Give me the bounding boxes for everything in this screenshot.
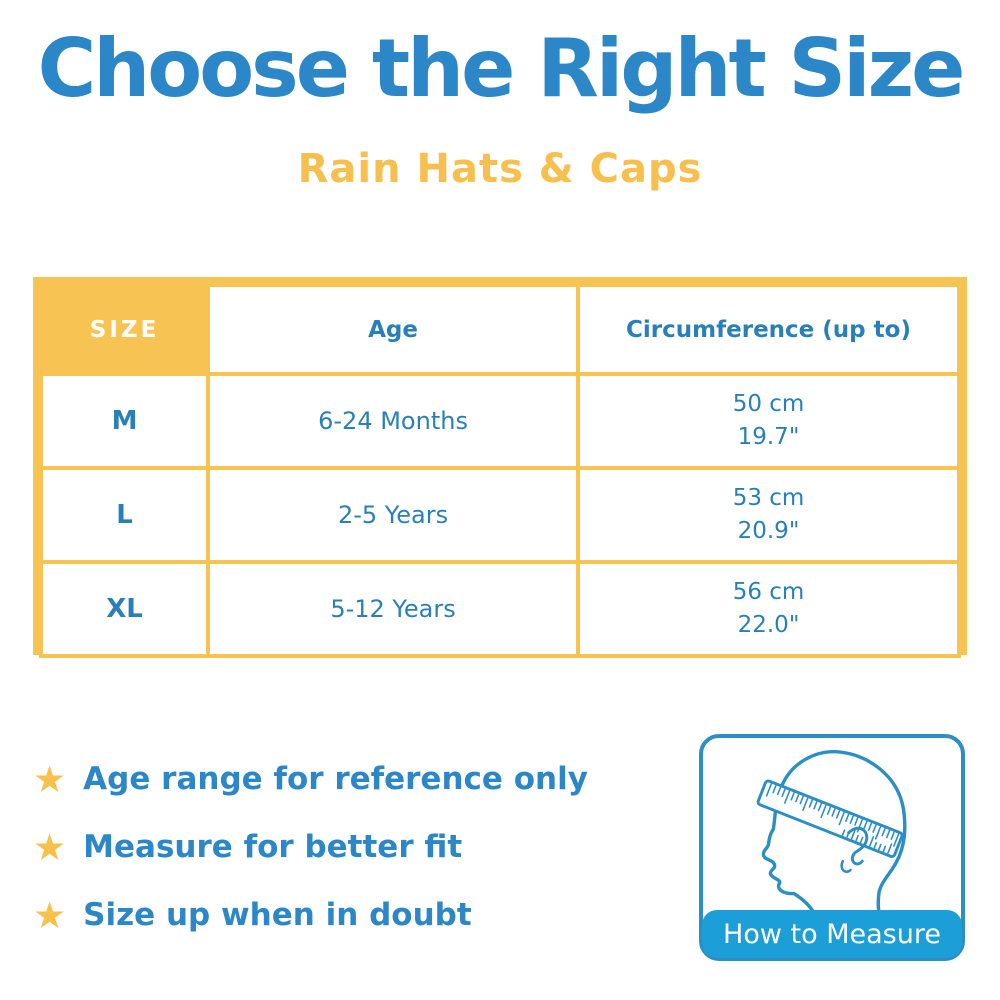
age-value: 6-24 Months [206,372,581,470]
circumference-cm: 50 cm [732,390,805,417]
circumference-value: 56 cm 22.0" [576,560,961,658]
table-row-l: L 2-5 Years 53 cm 20.9" [38,466,961,564]
circumference-cm: 56 cm [732,578,805,605]
size-value: L [38,466,211,564]
how-to-measure-label: How to Measure [702,910,962,958]
star-icon: ★ [33,757,67,801]
how-to-measure-panel: How to Measure [699,734,965,961]
note-text: Measure for better fit [83,829,463,865]
table-row-m: M 6-24 Months 50 cm 19.7" [38,372,961,470]
circumference-value: 50 cm 19.7" [576,372,961,470]
circumference-inches: 22.0" [737,612,800,638]
note-text: Age range for reference only [83,761,588,797]
column-header-circumference: Circumference (up to) [576,283,961,376]
page-subtitle: Rain Hats & Caps [297,146,703,192]
circumference-inches: 20.9" [737,518,800,544]
circumference-inches: 19.7" [737,424,800,450]
size-chart-frame: SIZE Age Circumference (up to) M 6-24 Mo… [33,277,967,658]
table-header-row: SIZE Age Circumference (up to) [38,283,961,376]
note-item: ★ Age range for reference only [33,756,588,802]
age-value: 2-5 Years [206,466,581,564]
size-value: M [38,372,211,470]
head-outline [761,750,907,912]
circumference-cm: 53 cm [732,484,805,511]
column-header-size: SIZE [38,283,211,376]
size-chart-table: SIZE Age Circumference (up to) M 6-24 Mo… [38,283,961,658]
ear-curl [840,859,852,873]
size-value: XL [38,560,211,658]
star-icon: ★ [33,893,67,937]
note-text: Size up when in doubt [83,897,472,933]
star-icon: ★ [33,825,67,869]
ear-outline [847,826,869,866]
notes-list: ★ Age range for reference only ★ Measure… [33,756,588,960]
table-row-xl: XL 5-12 Years 56 cm 22.0" [38,560,961,658]
age-value: 5-12 Years [206,560,581,658]
note-item: ★ Measure for better fit [33,824,588,870]
measuring-tape-icon [756,779,904,859]
circumference-value: 53 cm 20.9" [576,466,961,564]
note-item: ★ Size up when in doubt [33,892,588,938]
head-measurement-illustration [756,750,907,912]
column-header-age: Age [206,283,581,376]
page-title: Choose the Right Size [37,22,966,115]
